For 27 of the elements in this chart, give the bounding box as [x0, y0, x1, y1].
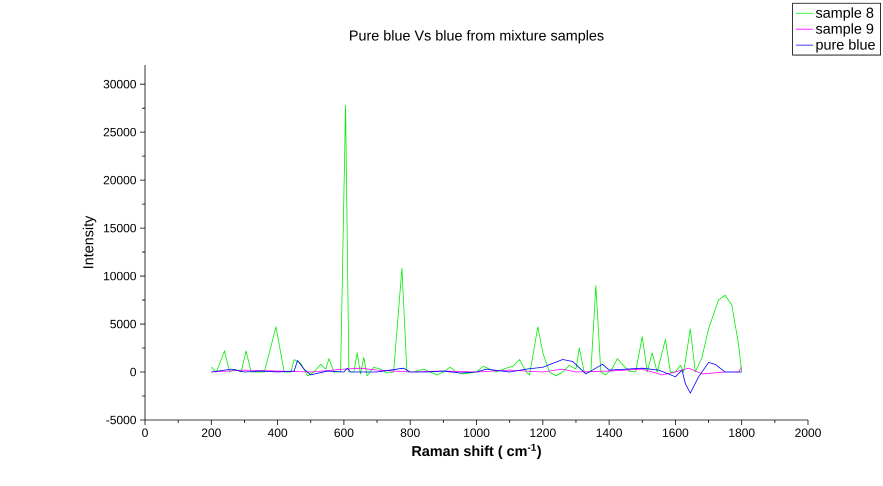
x-tick-label: 1600	[662, 428, 688, 438]
x-tick-label: 200	[202, 428, 221, 438]
x-tick-label: 1800	[729, 428, 755, 438]
y-tick-label: 5000	[110, 320, 136, 328]
y-tick-label: 25000	[104, 128, 136, 136]
x-tick-label: 1000	[464, 428, 490, 438]
y-tick-label: -5000	[106, 416, 136, 424]
x-tick-label: 600	[334, 428, 354, 438]
y-tick-label: 15000	[104, 224, 136, 232]
y-tick-label: 0	[130, 368, 136, 376]
x-tick-label: 800	[400, 428, 420, 438]
chart-title: Pure blue Vs blue from mixture samples	[350, 30, 604, 44]
x-tick-label: 1400	[596, 428, 622, 438]
y-tick-label: 30000	[104, 80, 136, 88]
y-tick-label: 20000	[104, 176, 136, 184]
legend-label: pure blue	[816, 39, 875, 53]
line-series	[210, 359, 742, 394]
line-series	[210, 366, 742, 376]
x-tick-label: 1200	[530, 428, 556, 438]
y-axis-title: Intensity	[82, 216, 96, 268]
x-tick-label: 0	[142, 428, 148, 438]
x-axis-title: Raman shift ( cm$^{-1}$)	[412, 444, 541, 459]
x-tick-label: 400	[268, 428, 288, 438]
x-tick-label: 2000	[795, 428, 821, 438]
legend-label: sample 8	[816, 7, 874, 21]
y-tick-label: 10000	[104, 272, 136, 280]
legend-label: sample 9	[816, 23, 874, 37]
